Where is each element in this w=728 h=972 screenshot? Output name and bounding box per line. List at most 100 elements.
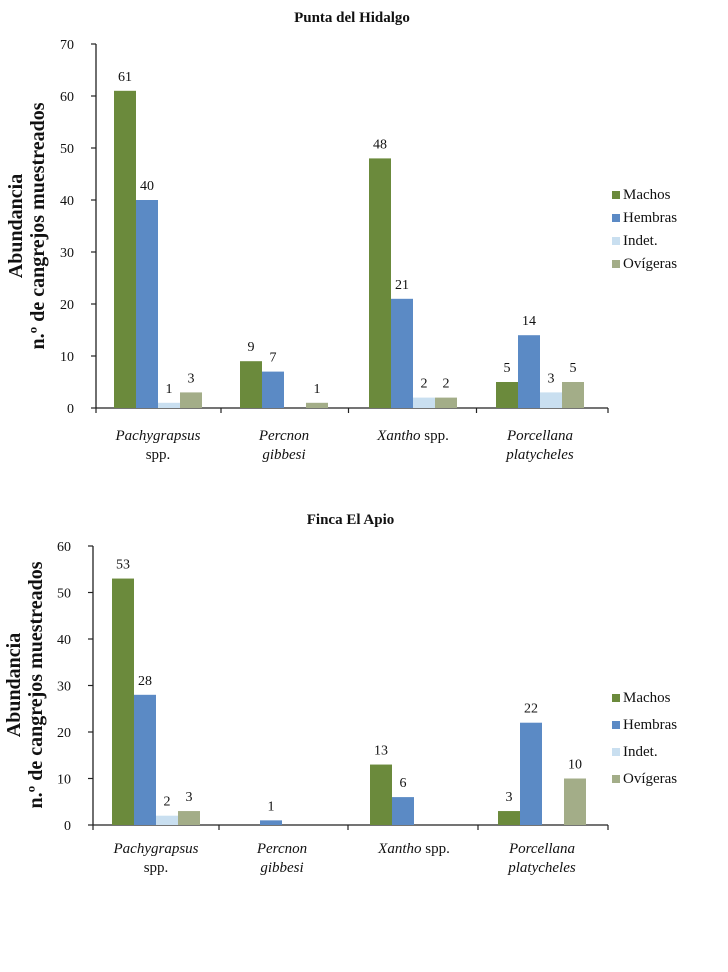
x-category-label: Xantho spp.: [376, 428, 449, 444]
chart-title: Finca El Apio: [307, 512, 395, 528]
legend-swatch: [612, 191, 620, 199]
bar-machos: [112, 578, 134, 825]
legend-entry: Machos: [623, 187, 671, 203]
bar-hembras: [136, 200, 158, 408]
y-tick-label: 0: [64, 819, 71, 834]
data-label: 6: [400, 776, 407, 791]
data-label: 1: [268, 799, 275, 814]
legend-swatch: [612, 721, 620, 729]
legend-entry: Hembras: [623, 717, 677, 733]
chart-title: Punta del Hidalgo: [294, 10, 410, 26]
bar-machos: [498, 811, 520, 825]
data-label: 5: [504, 361, 511, 376]
y-tick-label: 30: [60, 246, 74, 261]
data-label: 13: [374, 744, 388, 759]
data-label: 40: [140, 179, 154, 194]
data-label: 22: [524, 702, 538, 717]
y-axis-title: Abundancia: [3, 633, 25, 738]
legend-entry: Indet.: [623, 233, 658, 249]
data-label: 5: [570, 361, 577, 376]
x-category-label: Xantho spp.: [377, 841, 450, 857]
bar-indet: [540, 392, 562, 408]
y-tick-label: 20: [57, 726, 71, 741]
legend-entry: Machos: [623, 690, 671, 706]
x-category-label-line2: gibbesi: [262, 447, 305, 463]
data-label: 2: [421, 377, 428, 392]
legend-entry: Hembras: [623, 210, 677, 226]
x-category-label: Percnon: [258, 428, 309, 444]
data-label: 9: [248, 340, 255, 355]
legend-swatch: [612, 748, 620, 756]
bar-hembras: [392, 797, 414, 825]
x-category-label: Porcellana: [506, 428, 573, 444]
bar-ovgeras: [564, 778, 586, 825]
legend-swatch: [612, 260, 620, 268]
bar-ovgeras: [180, 392, 202, 408]
bar-indet: [413, 397, 435, 408]
y-tick-label: 10: [57, 773, 71, 788]
x-category-label-line2: spp.: [144, 860, 169, 876]
bar-machos: [114, 90, 136, 409]
data-label: 3: [548, 371, 555, 386]
legend-swatch: [612, 775, 620, 783]
y-tick-label: 40: [60, 194, 74, 209]
y-axis-title: Abundancia: [5, 174, 27, 279]
legend-swatch: [612, 214, 620, 222]
bar-hembras: [262, 371, 284, 408]
bar-machos: [369, 158, 391, 408]
y-tick-label: 60: [60, 90, 74, 105]
data-label: 14: [522, 314, 536, 329]
x-category-label-line2: platycheles: [505, 447, 574, 463]
y-tick-label: 70: [60, 38, 74, 53]
y-tick-label: 30: [57, 680, 71, 695]
bar-hembras: [391, 298, 413, 408]
bar-machos: [370, 764, 392, 825]
data-label: 1: [314, 382, 321, 397]
bar-machos: [496, 382, 518, 408]
legend-swatch: [612, 237, 620, 245]
data-label: 53: [116, 558, 130, 573]
data-label: 3: [188, 371, 195, 386]
y-axis-subtitle: n.º de cangrejos muestreados: [25, 561, 47, 808]
data-label: 2: [443, 377, 450, 392]
y-tick-label: 0: [67, 402, 74, 417]
y-tick-label: 20: [60, 298, 74, 313]
data-label: 21: [395, 278, 409, 293]
bar-indet: [158, 402, 180, 408]
bar-machos: [240, 361, 262, 408]
data-label: 2: [164, 795, 171, 810]
data-label: 1: [166, 382, 173, 397]
x-category-label: Porcellana: [508, 841, 575, 857]
x-category-label: Percnon: [256, 841, 307, 857]
bar-hembras: [518, 335, 540, 408]
x-category-label: Pachygrapsus: [115, 428, 201, 444]
bar-ovgeras: [562, 382, 584, 408]
x-category-label-line2: spp.: [146, 447, 171, 463]
bar-indet: [156, 815, 178, 825]
y-tick-label: 50: [57, 587, 71, 602]
legend-entry: Ovígeras: [623, 771, 677, 787]
x-category-label-line2: gibbesi: [260, 860, 303, 876]
data-label: 7: [270, 351, 277, 366]
data-label: 3: [506, 790, 513, 805]
y-tick-label: 60: [57, 540, 71, 555]
legend-entry: Ovígeras: [623, 256, 677, 272]
data-label: 28: [138, 674, 152, 689]
x-category-label-line2: platycheles: [507, 860, 576, 876]
data-label: 3: [186, 790, 193, 805]
data-label: 10: [568, 758, 582, 773]
y-tick-label: 50: [60, 142, 74, 157]
legend-entry: Indet.: [623, 744, 658, 760]
x-category-label: Pachygrapsus: [113, 841, 199, 857]
bar-hembras: [134, 694, 156, 825]
bar-hembras: [520, 722, 542, 825]
y-tick-label: 10: [60, 350, 74, 365]
bar-ovgeras: [178, 811, 200, 825]
y-axis-subtitle: n.º de cangrejos muestreados: [27, 102, 49, 349]
y-tick-label: 40: [57, 633, 71, 648]
bar-ovgeras: [435, 397, 457, 408]
bar-hembras: [260, 820, 282, 825]
legend-swatch: [612, 694, 620, 702]
